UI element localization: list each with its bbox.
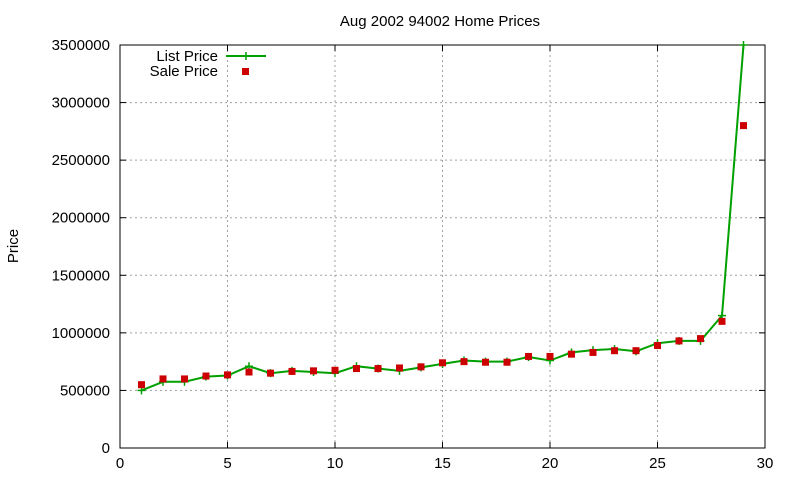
sale-price-point: [224, 371, 231, 379]
sale-price-point: [202, 372, 210, 380]
legend-swatch-sale-price: [242, 68, 249, 75]
sale-price-point: [159, 375, 167, 383]
y-tick-label: 3500000: [52, 37, 110, 54]
sale-price-point: [181, 375, 188, 383]
sale-price-point: [697, 335, 704, 343]
legend-label-sale-price: Sale Price: [150, 63, 218, 80]
sale-price-point: [396, 364, 403, 372]
sale-price-point: [439, 359, 446, 367]
sale-price-point: [353, 365, 360, 373]
sale-price-point: [331, 366, 339, 374]
x-tick-label: 0: [116, 455, 124, 472]
sale-price-point: [374, 365, 382, 373]
y-tick-label: 500000: [60, 382, 110, 399]
y-tick-label: 1000000: [52, 325, 110, 342]
sale-price-point: [718, 317, 726, 325]
x-tick-label: 10: [327, 455, 344, 472]
axis-ticks: 0 500000 1000000 1500000 2000000 2500000 30000…: [52, 37, 774, 472]
sale-price-point: [503, 358, 511, 366]
legend-label-list-price: List Price: [156, 48, 218, 65]
sale-price-point: [611, 347, 618, 355]
sale-price-point: [310, 367, 317, 375]
sale-price-point: [267, 369, 274, 377]
legend: List Price Sale Price: [150, 48, 266, 80]
x-tick-label: 25: [649, 455, 666, 472]
x-tick-label: 5: [223, 455, 231, 472]
sale-price-point: [417, 363, 425, 371]
y-tick-label: 2500000: [52, 152, 110, 169]
sale-price-point: [546, 352, 554, 360]
sale-price-point: [482, 358, 489, 366]
sale-price-point: [525, 352, 532, 360]
y-tick-label: 1500000: [52, 267, 110, 284]
y-axis-label: Price: [5, 229, 22, 263]
grid: [120, 45, 765, 448]
x-tick-label: 15: [434, 455, 451, 472]
sale-price-point: [138, 381, 145, 389]
chart-title: Aug 2002 94002 Home Prices: [340, 13, 540, 30]
sale-price-point: [568, 350, 575, 358]
x-tick-label: 30: [757, 455, 774, 472]
sale-price-point: [288, 367, 296, 375]
sale-price-point: [740, 122, 747, 130]
sale-price-point: [632, 347, 640, 355]
legend-marker-list-price: [242, 52, 250, 60]
series: [137, 41, 748, 395]
sale-price-point: [460, 358, 468, 366]
y-tick-label: 0: [102, 440, 110, 457]
list-price-point: [739, 41, 748, 49]
sale-price-point: [675, 337, 683, 345]
sale-price-point: [654, 342, 661, 350]
y-tick-label: 2000000: [52, 210, 110, 227]
y-tick-label: 3000000: [52, 95, 110, 112]
sale-price-point: [245, 368, 253, 376]
x-tick-label: 20: [542, 455, 559, 472]
sale-price-point: [589, 348, 597, 356]
